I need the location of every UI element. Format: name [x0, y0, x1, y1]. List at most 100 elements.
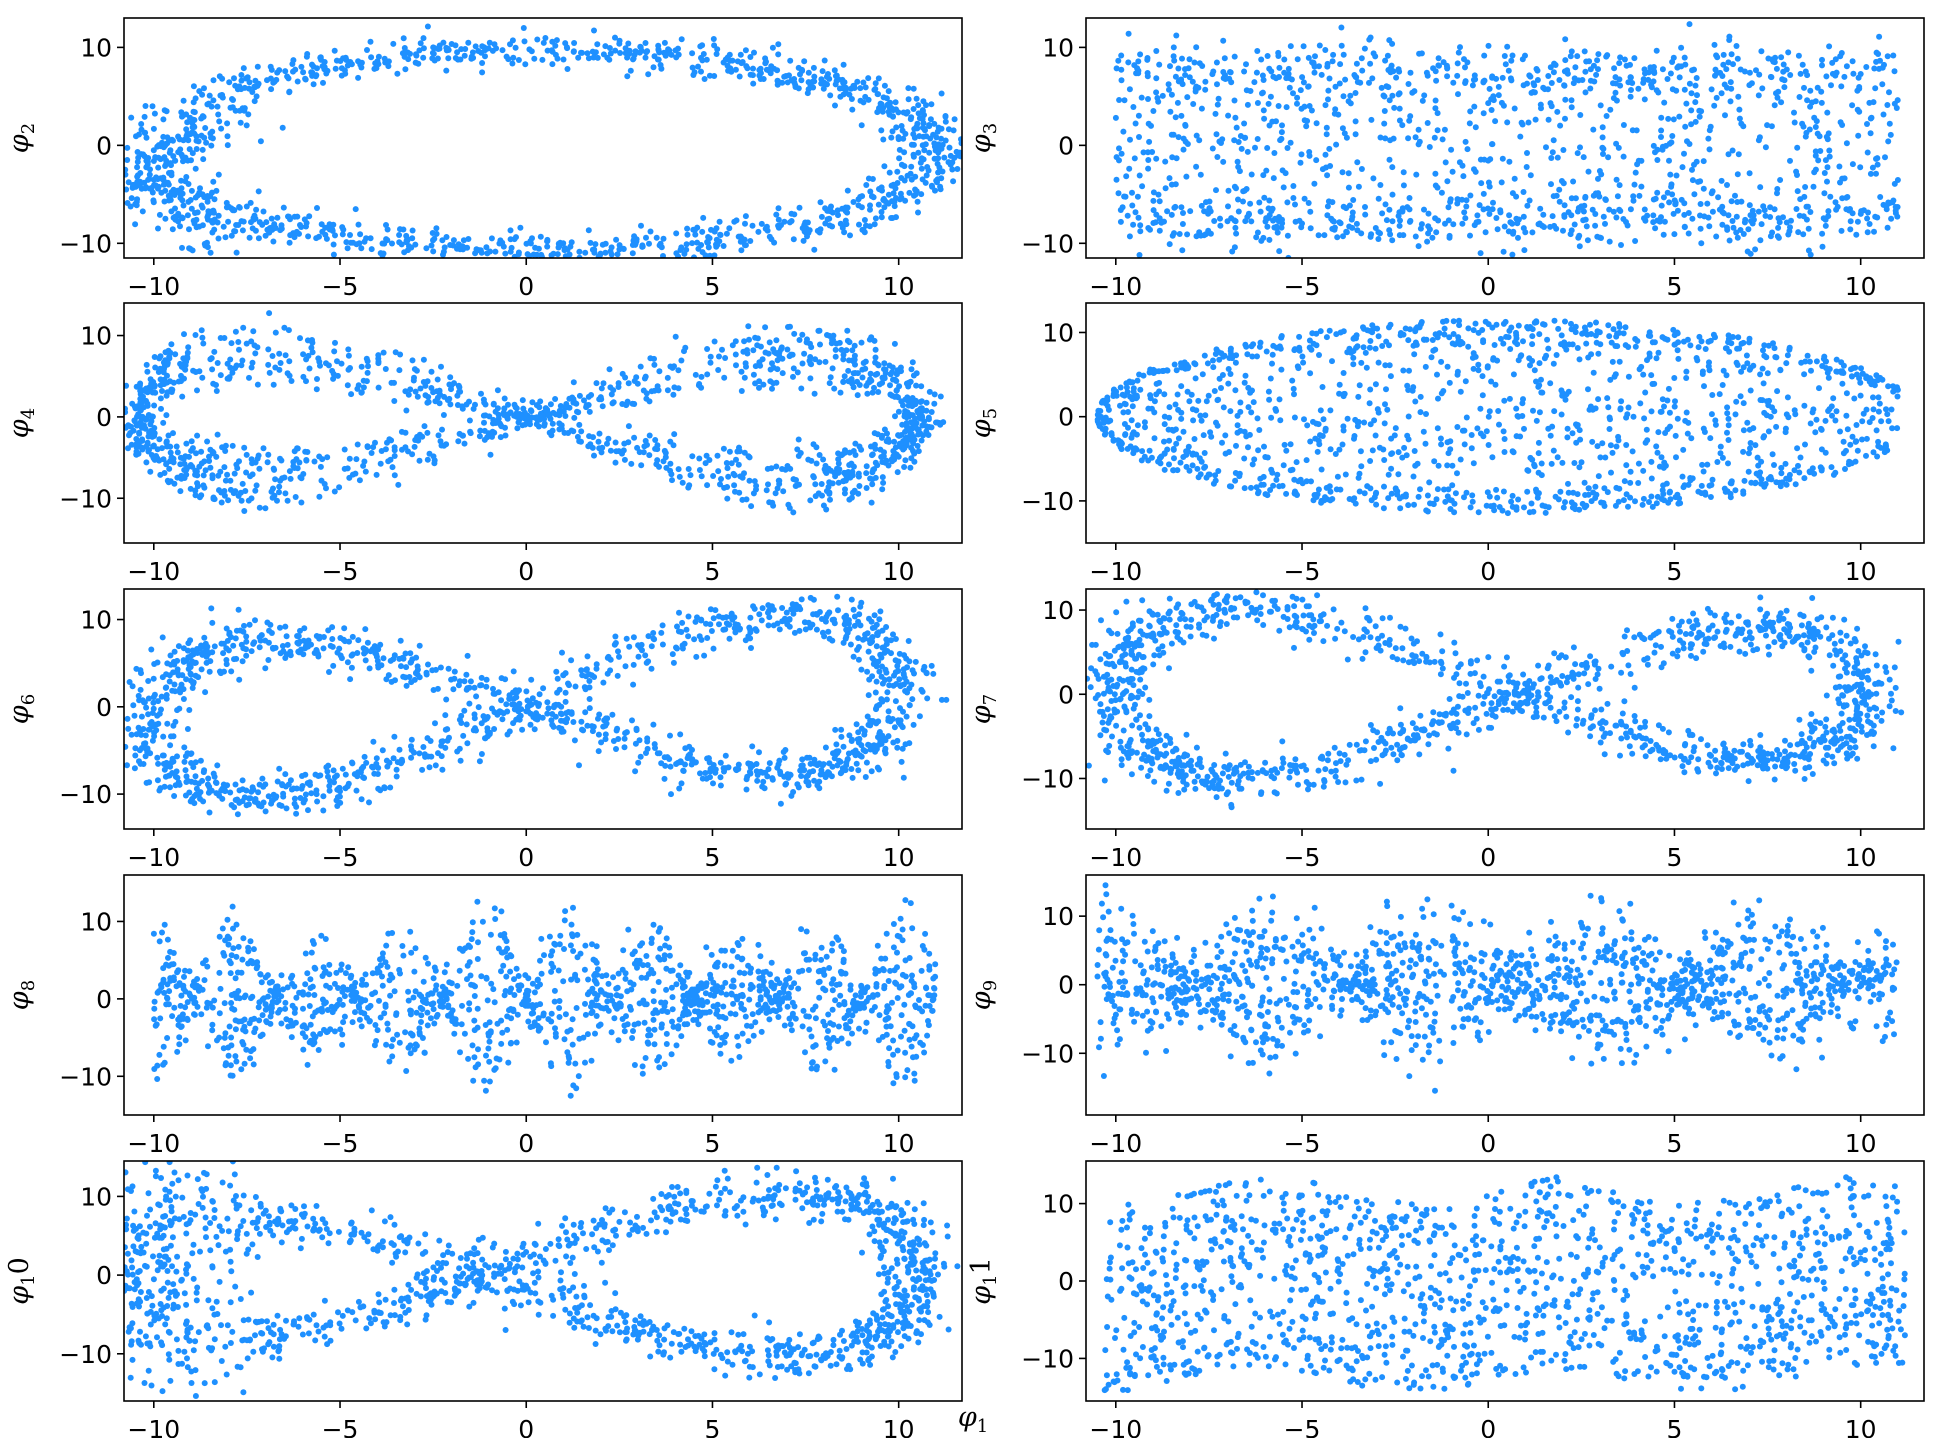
scatter-point [1231, 183, 1238, 190]
scatter-point [331, 488, 338, 495]
scatter-point [337, 58, 344, 64]
scatter-point [233, 362, 240, 369]
scatter-point [1749, 207, 1756, 214]
scatter-point [829, 365, 836, 372]
scatter-point [1829, 70, 1836, 77]
scatter-point [1724, 182, 1730, 188]
scatter-point [598, 385, 605, 392]
scatter-point [152, 364, 159, 371]
scatter-point [233, 249, 240, 256]
scatter-point [1607, 442, 1614, 449]
scatter-point [1698, 338, 1705, 345]
scatter-point [1568, 499, 1575, 506]
scatter-point [1433, 77, 1440, 84]
scatter-point [902, 457, 909, 464]
scatter-point [1407, 69, 1414, 76]
scatter-point [368, 246, 375, 253]
scatter-point [938, 135, 945, 142]
scatter-point [1323, 131, 1330, 138]
scatter-point [910, 440, 917, 447]
scatter-point [435, 432, 442, 439]
scatter-point [655, 47, 662, 54]
scatter-point [1352, 118, 1359, 125]
scatter-point [1486, 408, 1493, 415]
scatter-point [840, 351, 847, 358]
scatter-point [1193, 132, 1200, 139]
scatter-point [1660, 231, 1667, 238]
scatter-point [927, 116, 934, 123]
scatter-point [585, 443, 592, 450]
scatter-point [1485, 42, 1492, 49]
scatter-point [1804, 72, 1811, 79]
scatter-point [625, 423, 632, 430]
scatter-point [1822, 417, 1829, 424]
scatter-point [214, 431, 221, 438]
scatter-point [1800, 231, 1807, 238]
scatter-point [1355, 183, 1362, 190]
scatter-point [739, 59, 746, 65]
scatter-point [1415, 126, 1422, 133]
scatter-point [166, 353, 173, 360]
scatter-point [1660, 194, 1667, 201]
scatter-point [459, 403, 466, 410]
scatter-point [424, 23, 431, 30]
scatter-point [1771, 462, 1777, 468]
scatter-point [314, 205, 320, 211]
scatter-point [1627, 479, 1634, 486]
scatter-point [1778, 54, 1785, 61]
scatter-point [301, 216, 308, 223]
scatter-point [1339, 441, 1346, 448]
scatter-point [1585, 168, 1592, 175]
scatter-point [134, 164, 141, 171]
scatter-point [896, 383, 903, 390]
scatter-point [1144, 56, 1151, 63]
scatter-point [1738, 368, 1745, 375]
scatter-point [268, 86, 275, 93]
scatter-point [164, 379, 170, 386]
scatter-point [416, 457, 423, 464]
scatter-point [499, 239, 506, 246]
scatter-point [470, 54, 477, 61]
scatter-point [1570, 80, 1577, 87]
scatter-point [1875, 408, 1882, 415]
scatter-point [1683, 100, 1690, 107]
scatter-point [661, 39, 668, 46]
scatter-point [805, 69, 812, 76]
scatter-point [727, 57, 734, 64]
scatter-point [859, 374, 866, 381]
scatter-point [144, 161, 151, 168]
scatter-point [1782, 425, 1789, 432]
scatter-point [544, 409, 551, 416]
scatter-point [901, 163, 908, 170]
y-tick-label: −10 [1021, 229, 1074, 258]
scatter-point [791, 330, 798, 337]
scatter-point [1707, 494, 1714, 500]
scatter-point [814, 227, 821, 234]
scatter-point [1167, 108, 1174, 115]
scatter-point [1796, 469, 1803, 476]
scatter-point [922, 141, 929, 148]
scatter-point [357, 231, 364, 238]
scatter-point [1475, 509, 1482, 516]
scatter-point [845, 469, 852, 475]
scatter-point [243, 451, 250, 458]
scatter-point [631, 434, 638, 441]
x-tick-label: 10 [883, 272, 915, 301]
scatter-point [1744, 419, 1751, 426]
scatter-point [1783, 360, 1790, 367]
scatter-point [180, 456, 187, 463]
scatter-point [157, 382, 164, 389]
scatter-point [1183, 173, 1190, 180]
scatter-point [934, 160, 941, 167]
scatter-point [1174, 391, 1181, 398]
scatter-point [1513, 506, 1520, 513]
scatter-point [1329, 58, 1336, 65]
scatter-point [180, 158, 186, 165]
scatter-point [247, 199, 254, 206]
scatter-point [744, 347, 750, 354]
scatter-point [1166, 175, 1173, 182]
scatter-point [266, 310, 273, 317]
scatter-point [872, 354, 879, 361]
scatter-point [1116, 145, 1122, 152]
scatter-point [413, 367, 420, 374]
